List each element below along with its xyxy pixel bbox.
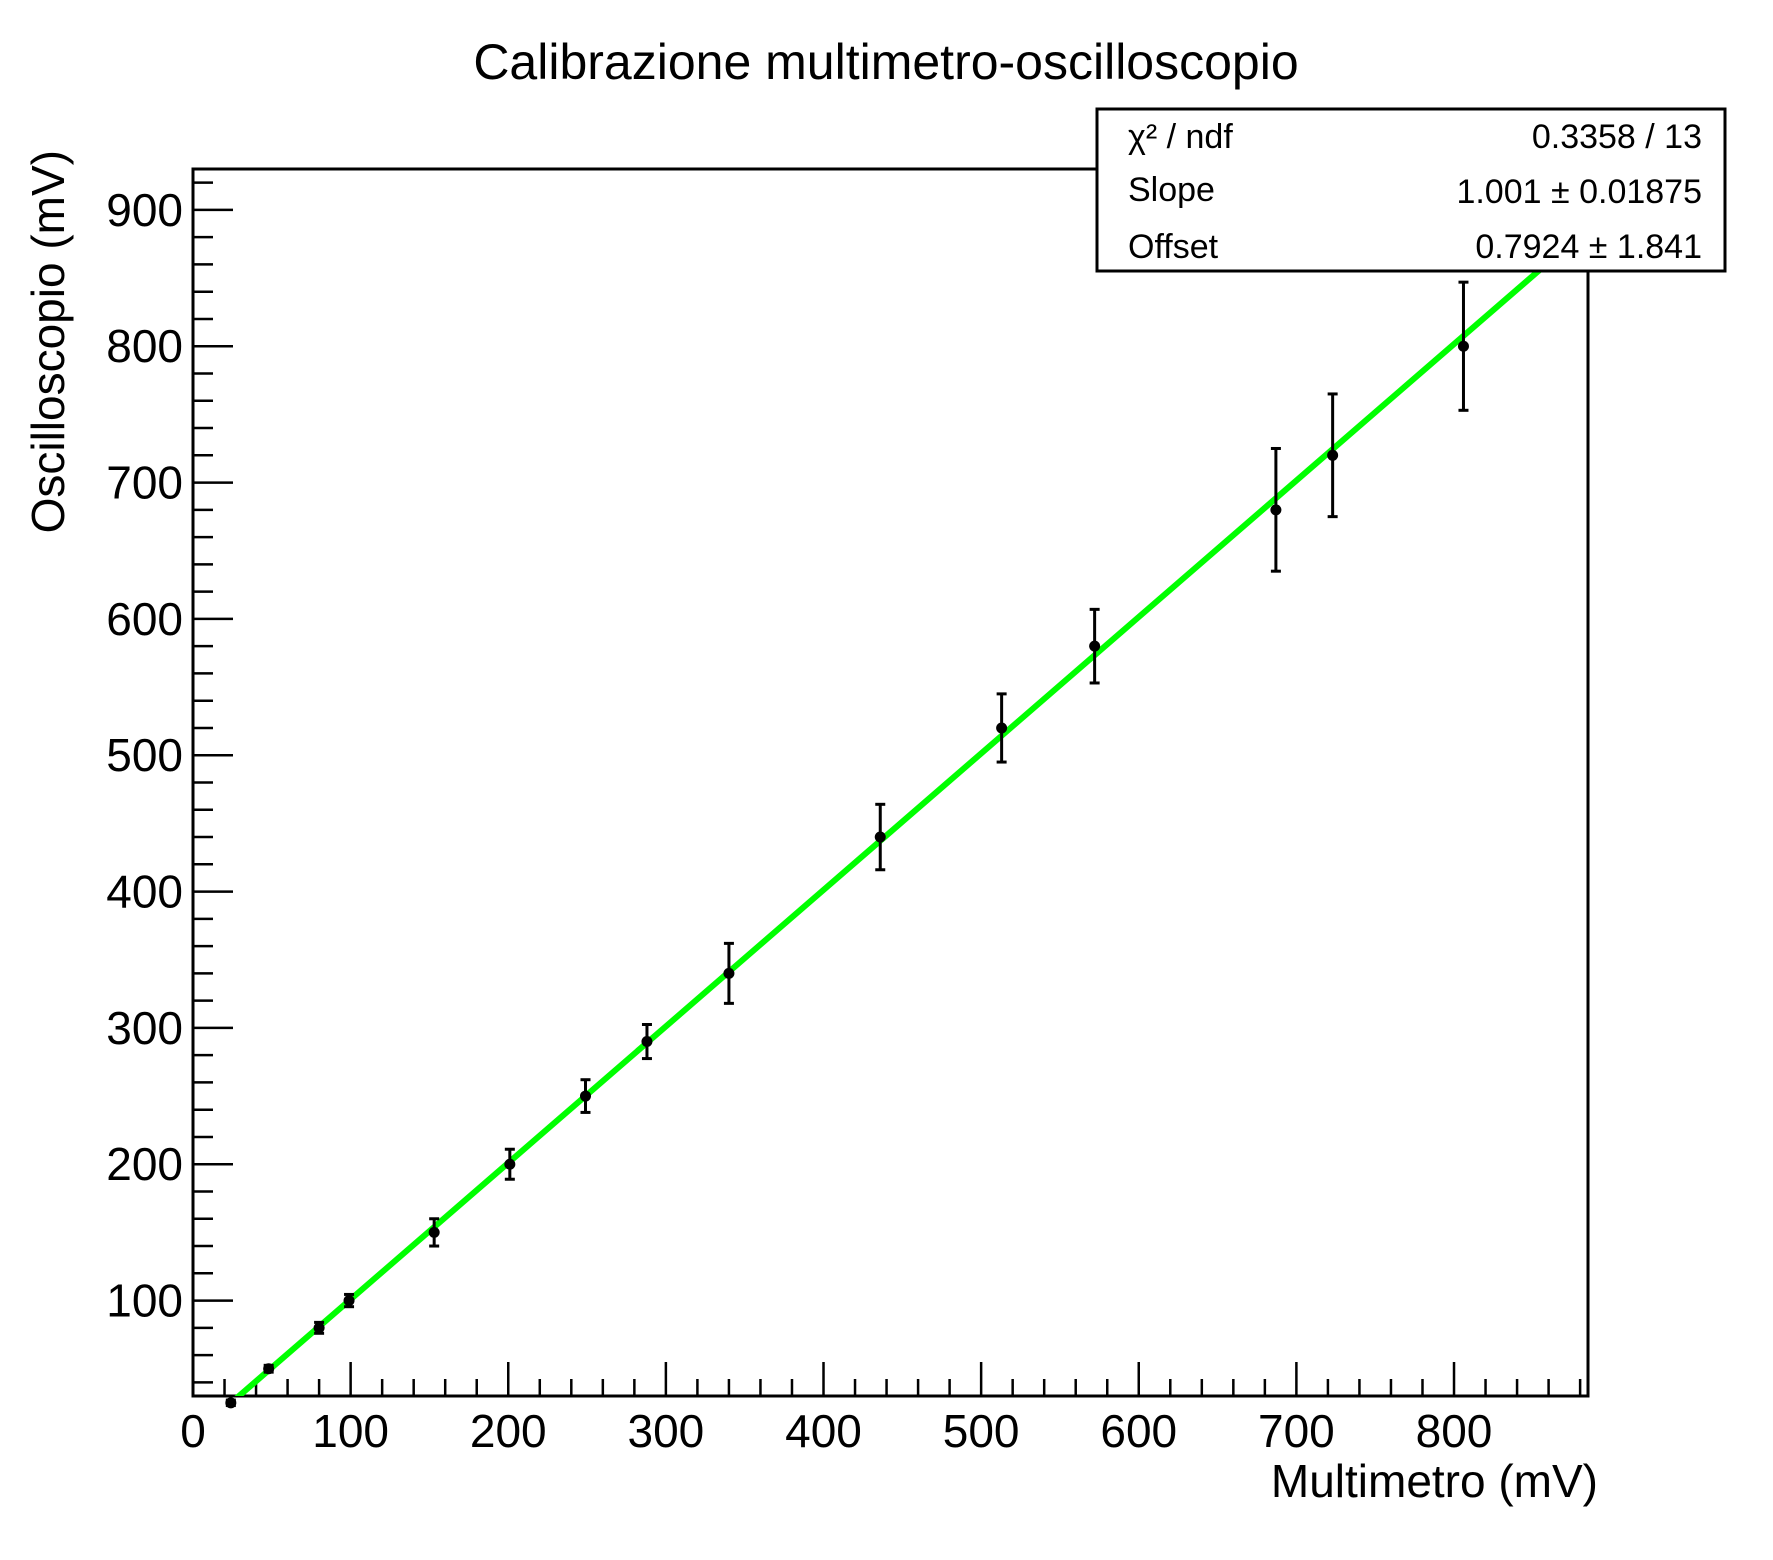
marker (579, 1090, 591, 1102)
data-point (1327, 392, 1339, 519)
stats-offset-label: Offset (1128, 228, 1219, 266)
x-tick-label: 500 (943, 1405, 1020, 1457)
y-tick-label: 300 (106, 1002, 183, 1054)
marker (641, 1036, 653, 1048)
data-point (343, 1292, 355, 1309)
y-tick-label: 800 (106, 320, 183, 372)
data-point (641, 1022, 653, 1061)
marker (343, 1295, 355, 1307)
chart-title: Calibrazione multimetro-oscilloscopio (473, 34, 1298, 90)
fit-line (234, 225, 1588, 1396)
data-point (1270, 446, 1282, 573)
data-point (263, 1363, 275, 1375)
x-tick-label: 400 (785, 1405, 862, 1457)
marker (874, 831, 886, 843)
y-tick-label: 100 (106, 1275, 183, 1327)
plot-frame (191, 167, 1590, 1398)
marker (313, 1322, 325, 1334)
data-point (874, 802, 886, 872)
data-point (225, 1397, 237, 1409)
data-point (504, 1147, 516, 1181)
x-tick-label: 700 (1258, 1405, 1335, 1457)
data-point (579, 1078, 591, 1114)
marker (1327, 449, 1339, 461)
stats-box: χ² / ndf 0.3358 / 13 Slope 1.001 ± 0.018… (1095, 107, 1727, 273)
y-tick-label: 200 (106, 1138, 183, 1190)
stats-offset-value: 0.7924 ± 1.841 (1475, 228, 1702, 266)
marker (225, 1397, 237, 1409)
marker (504, 1158, 516, 1170)
data-point (996, 692, 1008, 764)
x-tick-label: 0 (180, 1405, 206, 1457)
y-tick-label: 600 (106, 593, 183, 645)
data-point (1089, 607, 1101, 685)
data-point (723, 941, 735, 1005)
stats-slope-label: Slope (1128, 171, 1215, 209)
stats-chi2-value: 0.3358 / 13 (1532, 118, 1702, 156)
data-point (313, 1320, 325, 1335)
marker (996, 722, 1008, 734)
x-tick-label: 800 (1416, 1405, 1493, 1457)
x-tick-label: 600 (1100, 1405, 1177, 1457)
x-tick-label: 200 (470, 1405, 547, 1457)
y-tick-label: 400 (106, 866, 183, 918)
x-tick-label: 300 (628, 1405, 705, 1457)
y-axis-label: Oscilloscopio (mV) (22, 150, 74, 533)
data-point (1457, 280, 1469, 412)
stats-box-frame (1095, 107, 1727, 273)
data-point (428, 1217, 440, 1248)
y-tick-label: 900 (106, 184, 183, 236)
x-axis: 0 100 200 300 400 500 600 700 800 (180, 1362, 1582, 1457)
stats-chi2-label: χ² / ndf (1128, 118, 1233, 156)
x-axis-label: Multimetro (mV) (1271, 1455, 1598, 1507)
marker (428, 1226, 440, 1238)
y-tick-label: 500 (106, 729, 183, 781)
marker (263, 1363, 275, 1375)
marker (1270, 504, 1282, 516)
marker (1457, 340, 1469, 352)
x-tick-label: 100 (312, 1405, 389, 1457)
y-tick-label: 700 (106, 457, 183, 509)
stats-slope-value: 1.001 ± 0.01875 (1456, 173, 1702, 211)
marker (1089, 640, 1101, 652)
marker (723, 967, 735, 979)
data-points (225, 280, 1469, 1409)
y-axis: 100 200 300 400 500 600 700 800 900 (106, 181, 233, 1384)
